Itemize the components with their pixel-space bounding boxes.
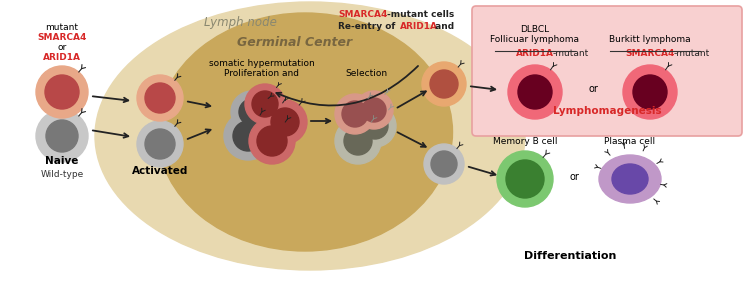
Text: Follicuar lymphoma: Follicuar lymphoma — [490, 35, 580, 44]
Circle shape — [354, 105, 396, 147]
Circle shape — [137, 75, 183, 121]
Text: and: and — [432, 22, 454, 31]
Text: SMARCA4: SMARCA4 — [338, 10, 387, 19]
Text: SMARCA4: SMARCA4 — [38, 33, 87, 42]
Text: -mutant: -mutant — [553, 49, 590, 58]
Ellipse shape — [612, 164, 648, 194]
Circle shape — [45, 75, 79, 109]
Circle shape — [518, 75, 552, 109]
Text: ARID1A: ARID1A — [43, 53, 81, 62]
Text: Naive: Naive — [45, 156, 78, 166]
Circle shape — [231, 91, 273, 133]
Text: Proliferation and: Proliferation and — [224, 69, 300, 78]
Text: Selection: Selection — [345, 69, 387, 78]
Text: -mutant: -mutant — [674, 49, 710, 58]
Circle shape — [362, 113, 388, 139]
Circle shape — [508, 65, 562, 119]
Circle shape — [257, 126, 287, 156]
Circle shape — [252, 91, 278, 117]
Text: SMARCA4: SMARCA4 — [625, 49, 675, 58]
Text: Re-entry of: Re-entry of — [338, 22, 398, 31]
Circle shape — [506, 160, 544, 198]
Text: ARID1A: ARID1A — [400, 22, 438, 31]
Circle shape — [424, 144, 464, 184]
Circle shape — [362, 98, 386, 122]
Circle shape — [249, 118, 295, 164]
Text: Lymphomagenesis: Lymphomagenesis — [553, 106, 661, 116]
Circle shape — [263, 100, 307, 144]
Text: -mutant cells: -mutant cells — [387, 10, 454, 19]
Circle shape — [145, 129, 175, 159]
Text: or: or — [588, 84, 598, 94]
Text: Lymph node: Lymph node — [203, 16, 276, 28]
Text: Germinal Center: Germinal Center — [237, 36, 352, 49]
Text: DLBCL: DLBCL — [520, 25, 550, 34]
Circle shape — [335, 94, 375, 134]
Text: mutant: mutant — [45, 23, 78, 32]
Circle shape — [248, 99, 292, 143]
Circle shape — [233, 121, 263, 151]
Circle shape — [355, 91, 393, 129]
Circle shape — [431, 151, 457, 177]
Text: Differentiation: Differentiation — [524, 251, 616, 261]
Text: Plasma cell: Plasma cell — [605, 137, 656, 146]
Text: ARID1A: ARID1A — [516, 49, 554, 58]
Circle shape — [623, 65, 677, 119]
Circle shape — [342, 101, 368, 127]
Circle shape — [46, 120, 78, 152]
Circle shape — [245, 84, 285, 124]
Text: or: or — [569, 172, 579, 182]
Text: Wild-type: Wild-type — [41, 170, 84, 179]
Circle shape — [224, 112, 272, 160]
Circle shape — [335, 118, 381, 164]
Circle shape — [497, 151, 553, 207]
Circle shape — [256, 107, 284, 135]
Circle shape — [145, 83, 175, 113]
Ellipse shape — [599, 155, 661, 203]
Text: Activated: Activated — [132, 166, 188, 176]
Text: Memory B cell: Memory B cell — [492, 137, 557, 146]
FancyBboxPatch shape — [472, 6, 742, 136]
Circle shape — [36, 66, 88, 118]
Circle shape — [36, 110, 88, 162]
Circle shape — [271, 108, 299, 136]
Text: Burkitt lymphoma: Burkitt lymphoma — [609, 35, 691, 44]
Circle shape — [633, 75, 667, 109]
Text: somatic hypermutation: somatic hypermutation — [209, 59, 315, 68]
Circle shape — [344, 127, 372, 155]
Text: or: or — [57, 43, 66, 52]
Circle shape — [239, 99, 265, 125]
Ellipse shape — [95, 2, 525, 270]
Ellipse shape — [157, 13, 453, 251]
Circle shape — [430, 70, 458, 98]
Circle shape — [137, 121, 183, 167]
Circle shape — [422, 62, 466, 106]
